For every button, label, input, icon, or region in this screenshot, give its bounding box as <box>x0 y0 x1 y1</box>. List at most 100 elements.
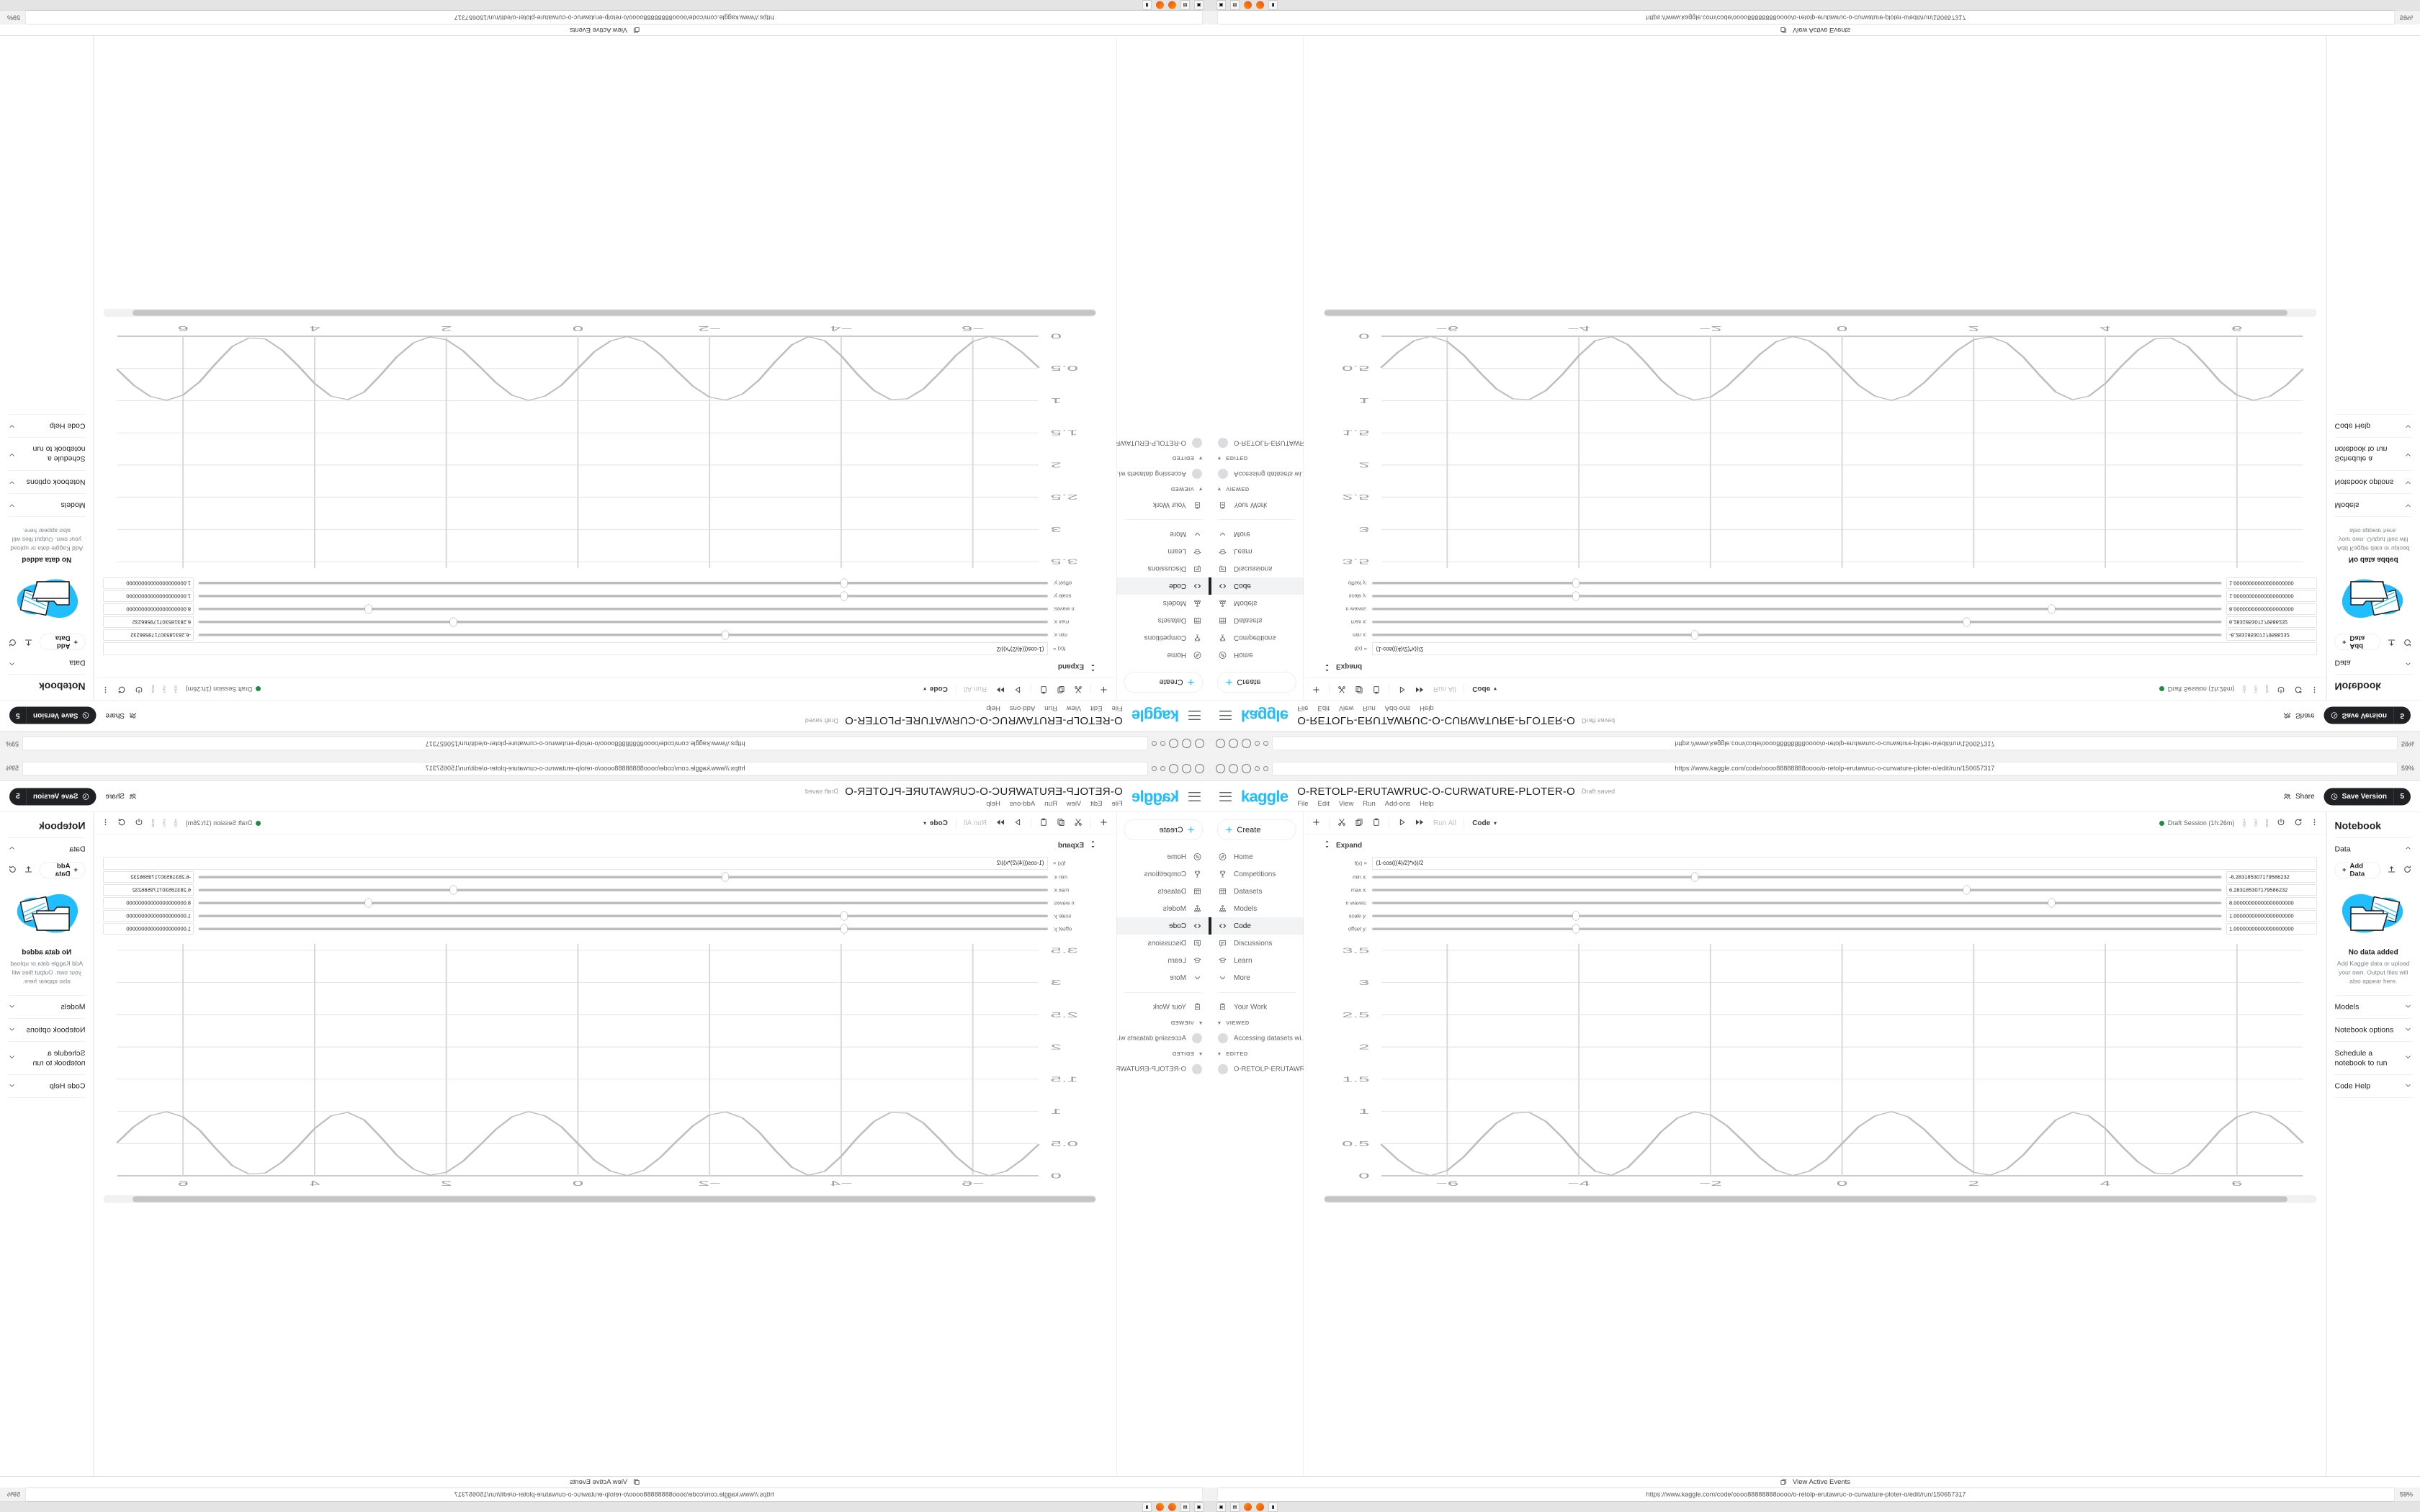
sidebar-item-home[interactable]: Home <box>1117 848 1211 865</box>
hamburger-menu-icon[interactable] <box>1219 791 1232 801</box>
slider-knob[interactable] <box>1572 911 1580 921</box>
reload-icon[interactable] <box>1169 763 1178 773</box>
sidebar-item-code[interactable]: Code <box>1210 917 1304 935</box>
slider-value-field[interactable]: -6.283185307179586232 <box>103 629 194 641</box>
more-vertical-icon[interactable] <box>2311 683 2318 695</box>
play-icon[interactable] <box>1013 817 1023 829</box>
panel-section-schedule[interactable]: Schedule a notebook to run <box>0 438 94 470</box>
scissors-icon[interactable] <box>1337 683 1347 695</box>
slider-value-field[interactable]: -6.283185307179586232 <box>103 871 194 883</box>
zoom-level-indicator[interactable]: 59% <box>6 765 19 772</box>
forward-arrow-icon[interactable] <box>1229 739 1238 749</box>
slider-knob[interactable] <box>364 604 372 614</box>
slider[interactable] <box>198 885 1048 896</box>
power-icon[interactable] <box>135 683 144 695</box>
view-active-events-bar[interactable]: View Active Events <box>1210 1476 2420 1488</box>
sidebar-item-datasets[interactable]: Datasets <box>1210 612 1304 629</box>
panel-section-models[interactable]: Models <box>0 996 94 1019</box>
menu-help[interactable]: Help <box>986 799 1000 808</box>
slider-value-field[interactable]: 8.00000000000000000000 <box>103 897 194 909</box>
taskbar-app-firefox-2[interactable] <box>1256 1 1264 9</box>
sidebar-item-your-work[interactable]: Your Work <box>1210 497 1304 514</box>
panel-section-data[interactable]: Data <box>2327 838 2420 861</box>
kaggle-logo[interactable]: kaggle <box>1241 706 1289 725</box>
upload-icon[interactable] <box>24 865 33 876</box>
refresh-icon[interactable] <box>2294 683 2303 695</box>
home-icon[interactable] <box>1160 741 1165 747</box>
bookmark-icon[interactable] <box>1263 765 1268 771</box>
sidebar-item-competitions[interactable]: Competitions <box>1210 629 1304 647</box>
slider-value-field[interactable]: 1.00000000000000000000 <box>2226 590 2317 602</box>
address-bar[interactable]: https://www.kaggle.com/code/oooo88888888… <box>22 737 1148 751</box>
sidebar-group-header-edited[interactable]: ▾ EDITED <box>1117 451 1211 466</box>
menu-run[interactable]: Run <box>1363 704 1376 713</box>
taskbar-app-save[interactable]: ▤ <box>1230 1502 1240 1512</box>
panel-section-notebook-options[interactable]: Notebook options <box>2327 471 2420 494</box>
upload-icon[interactable] <box>2387 636 2396 648</box>
slider[interactable] <box>1372 578 2222 589</box>
taskbar-app-firefox[interactable] <box>1168 1 1176 9</box>
slider[interactable] <box>198 898 1048 909</box>
sidebar-item-home[interactable]: Home <box>1210 848 1304 865</box>
slider-value-field[interactable]: 1.00000000000000000000 <box>103 923 194 935</box>
sidebar-item-your-work[interactable]: Your Work <box>1117 497 1211 514</box>
slider[interactable] <box>1372 911 2222 922</box>
reload-icon[interactable] <box>1242 739 1251 749</box>
sidebar-item-datasets[interactable]: Datasets <box>1210 883 1304 900</box>
address-bar[interactable]: https://www.kaggle.com/code/oooo88888888… <box>22 761 1148 775</box>
sidebar-item-code[interactable]: Code <box>1116 917 1210 935</box>
panel-section-code-help[interactable]: Code Help <box>2327 1075 2420 1098</box>
refresh-icon[interactable] <box>8 636 17 648</box>
taskbar-app-terminal[interactable]: ▮ <box>1268 1502 1278 1512</box>
sidebar-item-models[interactable]: Models <box>1210 900 1304 917</box>
menu-file[interactable]: File <box>1111 704 1123 713</box>
sidebar-item-datasets[interactable]: Datasets <box>1117 612 1211 629</box>
menu-edit[interactable]: Edit <box>1090 704 1103 713</box>
fast-forward-icon[interactable] <box>995 683 1005 695</box>
panel-section-code-help[interactable]: Code Help <box>0 1075 94 1098</box>
back-arrow-icon[interactable] <box>1195 739 1204 749</box>
sidebar-item-home[interactable]: Home <box>1117 647 1211 664</box>
share-button[interactable]: Share <box>105 711 137 720</box>
sidebar-item-code[interactable]: Code <box>1210 577 1304 595</box>
slider-knob[interactable] <box>840 924 848 934</box>
slider-knob[interactable] <box>840 578 848 588</box>
slider-knob[interactable] <box>364 898 372 908</box>
horizontal-scrollbar[interactable] <box>1324 1195 2317 1203</box>
slider[interactable] <box>198 924 1048 935</box>
zoom-level-indicator[interactable]: 59% <box>2399 14 2413 22</box>
menu-help[interactable]: Help <box>1420 799 1434 808</box>
sidebar-group-header-edited[interactable]: ▾ EDITED <box>1210 451 1304 466</box>
sidebar-recent-item[interactable]: Accessing datasets wi... <box>1117 466 1211 482</box>
kaggle-logo[interactable]: kaggle <box>1131 787 1179 806</box>
cell-type-select[interactable]: Code ▾ <box>1472 685 1497 693</box>
run-all-label[interactable]: Run All <box>964 685 987 693</box>
save-version-button[interactable]: Save Version 5 <box>2323 788 2411 806</box>
panel-section-data[interactable]: Data <box>0 652 94 675</box>
slider-knob[interactable] <box>1963 617 1971 627</box>
zoom-level-indicator[interactable]: 59% <box>2401 765 2414 772</box>
page-title[interactable]: O-RETOLP-ERUTAWRUC-O-CURWATURE-PLOTER-O <box>844 714 1123 727</box>
expand-toggle[interactable]: Expand <box>94 834 1117 856</box>
taskbar-app-terminal[interactable]: ▮ <box>1268 0 1278 10</box>
copy-icon[interactable] <box>1355 683 1364 695</box>
taskbar-app-firefox[interactable] <box>1244 1 1252 9</box>
add-data-button[interactable]: + Add Data <box>2334 634 2380 650</box>
slider-knob[interactable] <box>1572 591 1580 601</box>
menu-edit[interactable]: Edit <box>1317 704 1330 713</box>
add-data-button[interactable]: + Add Data <box>40 634 86 650</box>
back-arrow-icon[interactable] <box>1195 763 1204 773</box>
copy-icon[interactable] <box>1355 817 1364 829</box>
slider-value-field[interactable]: 6.283185307179586232 <box>2226 616 2317 628</box>
sidebar-recent-item[interactable]: O-RETOLP-ERUTAWR... <box>1210 1061 1304 1078</box>
panel-section-notebook-options[interactable]: Notebook options <box>2327 1019 2420 1042</box>
sidebar-item-models[interactable]: Models <box>1117 595 1211 612</box>
status-url[interactable]: https://www.kaggle.com/code/oooo88888888… <box>25 1488 1203 1502</box>
taskbar-app-terminal[interactable]: ▮ <box>1142 0 1152 10</box>
menu-file[interactable]: File <box>1111 799 1123 808</box>
view-active-events-bar[interactable]: View Active Events <box>0 1476 1210 1488</box>
slider[interactable] <box>198 578 1048 589</box>
cell-type-select[interactable]: Code ▾ <box>923 685 948 693</box>
upload-icon[interactable] <box>24 636 33 648</box>
sidebar-item-learn[interactable]: Learn <box>1117 543 1211 560</box>
